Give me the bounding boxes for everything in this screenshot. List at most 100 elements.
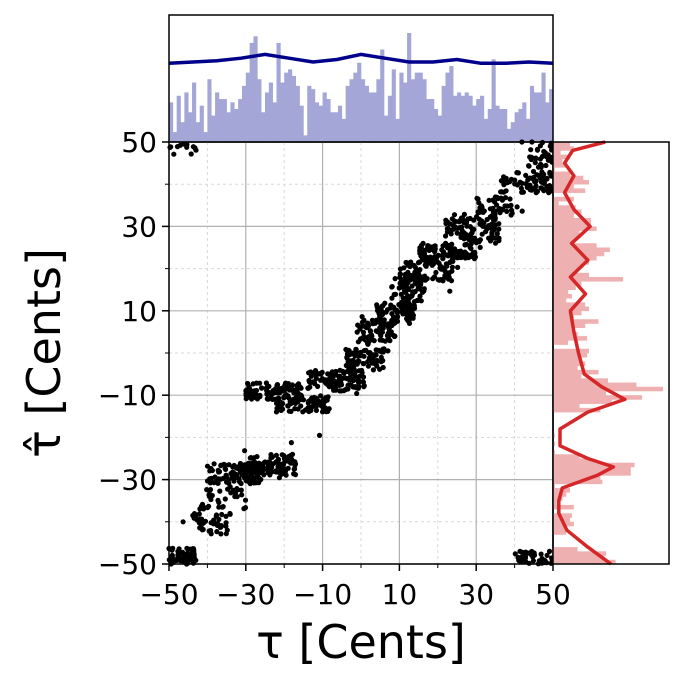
y-axis-label: τ̂ [Cents] [17, 248, 71, 458]
scatter-point [417, 267, 423, 273]
top-histogram-bar [518, 108, 523, 142]
right-histogram-bar [553, 230, 580, 236]
scatter-point [365, 320, 371, 326]
scatter-point [223, 513, 229, 519]
right-histogram-bar [553, 378, 608, 383]
top-histogram-bar [322, 92, 327, 142]
scatter-point [428, 260, 434, 266]
scatter-point [440, 253, 446, 259]
right-histogram-bar [553, 399, 612, 404]
scatter-point [264, 396, 270, 402]
right-histogram-bar [553, 251, 605, 257]
scatter-point [287, 387, 293, 393]
scatter-point [216, 499, 222, 506]
scatter-point [380, 358, 386, 364]
scatter-point [404, 284, 410, 290]
scatter-point [190, 144, 196, 150]
top-histogram-bar [192, 82, 197, 142]
scatter-point [276, 475, 282, 481]
top-histogram-bar [549, 89, 554, 142]
scatter-point [406, 314, 412, 320]
right-histogram-bar [553, 407, 601, 413]
right-histogram-bar [553, 323, 586, 328]
scatter-point [217, 488, 223, 494]
scatter-point [416, 272, 422, 278]
scatter-point [311, 394, 317, 401]
top-histogram-bar [453, 95, 458, 142]
scatter-point [322, 379, 328, 385]
scatter-point [530, 558, 537, 564]
top-histogram-bar [418, 72, 423, 142]
top-histogram-bar [257, 79, 262, 142]
scatter-point [242, 464, 248, 471]
scatter-point [324, 406, 330, 412]
top-histogram-bar [318, 105, 323, 142]
scatter-point [178, 551, 184, 557]
right-histogram-bar [553, 319, 599, 324]
scatter-point [501, 189, 507, 195]
scatter-point [388, 329, 394, 335]
scatter-point [403, 259, 409, 266]
scatter-point [350, 371, 356, 377]
scatter-point [250, 381, 256, 387]
scatter-point [486, 197, 492, 203]
top-histogram-bar [468, 95, 473, 142]
top-histogram [169, 33, 554, 143]
scatter-point [196, 520, 202, 526]
scatter-point [533, 178, 539, 184]
top-histogram-bar [211, 115, 216, 142]
top-histogram-bar [184, 92, 189, 142]
scatter-point [401, 265, 407, 271]
right-histogram-bar [553, 142, 571, 147]
scatter-point [199, 501, 206, 507]
scatter-point [385, 321, 391, 327]
top-histogram-bar [410, 79, 416, 142]
scatter-point [219, 504, 225, 510]
scatter-point [489, 232, 495, 238]
scatter-point [487, 214, 493, 220]
top-histogram-bar [303, 135, 308, 142]
scatter-point [492, 199, 498, 205]
top-histogram-bar [176, 95, 181, 142]
scatter-point [206, 528, 212, 534]
scatter-point [393, 307, 400, 313]
scatter-point [385, 348, 391, 354]
top-histogram-bar [349, 79, 354, 142]
scatter-point [449, 252, 455, 258]
right-histogram-bar [553, 226, 597, 231]
scatter-point [468, 231, 474, 237]
top-histogram-bar [357, 62, 362, 143]
scatter-point [492, 208, 498, 214]
scatter-point [439, 247, 445, 253]
top-histogram-bar [326, 99, 331, 142]
top-histogram-bar [522, 102, 527, 142]
right-histogram-bar [553, 466, 631, 472]
scatter-point [267, 461, 273, 467]
scatter-point [218, 531, 224, 537]
scatter-point [316, 371, 322, 377]
scatter-point [527, 175, 533, 181]
top-histogram-bar [261, 112, 266, 142]
top-histogram-bar [207, 79, 212, 142]
scatter-point [375, 306, 381, 312]
x-tick-label: 30 [458, 578, 494, 611]
scatter-point [361, 361, 367, 367]
scatter-point [418, 242, 424, 249]
x-tick-label: −30 [216, 578, 275, 611]
scatter-point [354, 329, 360, 335]
top-histogram-bar [222, 99, 227, 142]
scatter-point [295, 406, 301, 412]
right-histogram-bar [553, 264, 582, 269]
scatter-point [389, 311, 395, 317]
scatter-point [496, 221, 502, 227]
scatter-point [223, 520, 229, 526]
top-histogram-bar [391, 69, 396, 142]
y-tick-label: 50 [121, 126, 157, 159]
scatter-point [403, 311, 409, 317]
scatter-point [305, 400, 311, 406]
scatter-point [519, 549, 526, 555]
scatter-point [338, 382, 345, 388]
scatter-point [320, 407, 327, 413]
x-tick-label: 50 [535, 578, 571, 611]
top-histogram-bar [218, 99, 224, 142]
